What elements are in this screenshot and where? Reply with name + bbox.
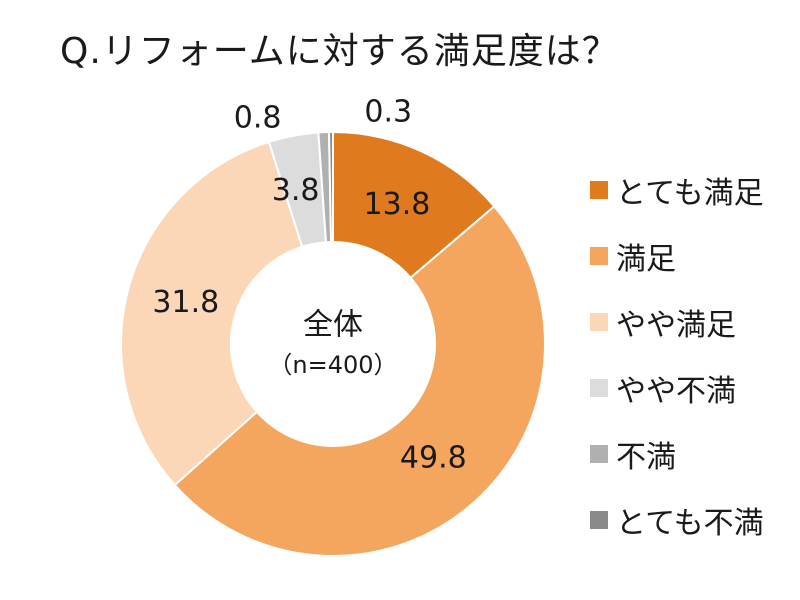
data-label-very-dissatisfied: 0.3: [364, 95, 412, 130]
data-label-satisfied: 49.8: [400, 441, 467, 476]
legend-item-very-dissatisfied: とても不満: [590, 502, 764, 541]
legend-swatch: [590, 379, 608, 397]
legend-item-satisfied: 満足: [590, 238, 764, 277]
legend-swatch: [590, 445, 608, 463]
legend-item-dissatisfied: 不満: [590, 436, 764, 475]
legend-item-very-satisfied: とても満足: [590, 172, 764, 211]
center-label: 全体: [303, 308, 363, 343]
legend-item-somewhat-dissatisfied: やや不満: [590, 370, 764, 409]
legend: とても満足満足やや満足やや不満不満とても不満: [590, 172, 764, 568]
legend-label: 不満: [616, 440, 676, 475]
legend-label: とても不満: [616, 506, 764, 541]
legend-label: やや満足: [616, 308, 736, 343]
legend-item-somewhat-satisfied: やや満足: [590, 304, 764, 343]
legend-swatch: [590, 247, 608, 265]
legend-label: とても満足: [616, 176, 764, 211]
center-sublabel: （n=400）: [268, 351, 397, 379]
chart-title: Q.リフォームに対する満足度は？: [60, 31, 619, 72]
legend-swatch: [590, 181, 608, 199]
legend-swatch: [590, 511, 608, 529]
data-label-somewhat-satisfied: 31.8: [152, 285, 219, 320]
donut-hole: [231, 242, 435, 446]
data-label-somewhat-dissatisfied: 3.8: [272, 173, 320, 208]
data-label-very-satisfied: 13.8: [364, 187, 431, 222]
legend-swatch: [590, 313, 608, 331]
data-label-dissatisfied: 0.8: [234, 100, 282, 135]
legend-label: やや不満: [616, 374, 736, 409]
legend-label: 満足: [616, 242, 676, 277]
